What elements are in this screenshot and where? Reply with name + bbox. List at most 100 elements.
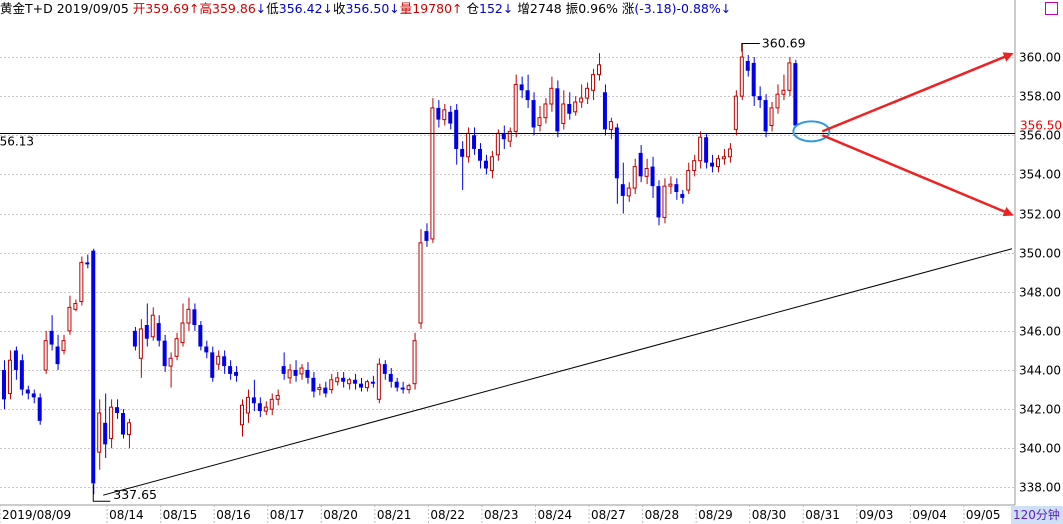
date-label: 08/27	[591, 508, 626, 522]
candle	[382, 360, 387, 380]
candle-body	[281, 366, 286, 374]
price-axis: 338.00 340.00 342.00 344.00 346.00 348.00 350.…	[1019, 51, 1062, 495]
date-label: 08/31	[805, 508, 840, 522]
candle-body	[567, 103, 572, 114]
candle-body	[632, 166, 637, 189]
candle-body	[186, 308, 191, 324]
candle-body	[216, 355, 221, 365]
candle	[549, 76, 554, 112]
date-label: 09/05	[966, 508, 1001, 522]
candle	[412, 332, 417, 390]
candle-body	[644, 168, 649, 177]
candle	[91, 248, 96, 495]
candle-body	[115, 407, 120, 414]
candle-body	[73, 302, 78, 310]
candle-body	[716, 158, 720, 168]
candle-body	[257, 403, 262, 412]
candle	[537, 105, 542, 132]
candle-body	[739, 56, 744, 97]
candle-body	[460, 148, 465, 157]
candle-body	[370, 381, 375, 384]
low-arrow: ↓	[322, 1, 334, 16]
candle	[674, 178, 679, 200]
candle	[287, 364, 292, 384]
candle	[686, 162, 691, 194]
window-corner-box[interactable]	[1045, 2, 1058, 15]
candle-body	[222, 356, 227, 367]
candle	[245, 389, 250, 423]
candle	[317, 383, 322, 396]
candle-body	[775, 93, 780, 109]
candle	[721, 148, 726, 165]
close-value: 356.50	[345, 1, 390, 16]
candle	[430, 98, 435, 243]
candle-body	[388, 373, 393, 382]
candle-body	[483, 160, 488, 169]
open-arrow: ↑	[189, 1, 200, 16]
amplitude-value: 0.96%	[578, 1, 618, 16]
candle	[733, 90, 738, 136]
candle	[103, 393, 108, 459]
candle	[662, 178, 667, 224]
candle	[727, 143, 732, 163]
candle	[115, 399, 120, 419]
candle-body	[751, 62, 756, 97]
candle	[388, 368, 393, 388]
candle-body	[602, 92, 607, 130]
candle-body	[311, 377, 316, 392]
candle-body	[626, 187, 631, 197]
candle-body	[710, 162, 715, 167]
overlays: 356.13 360.69 337.65	[0, 36, 1015, 502]
candle-body	[67, 306, 72, 332]
candle	[240, 399, 244, 437]
y-tick-label: 360.00	[1019, 51, 1061, 65]
candle	[501, 125, 506, 149]
candle-body	[138, 328, 143, 359]
candle	[210, 346, 215, 382]
candle-body	[299, 367, 304, 375]
candle-body	[228, 366, 233, 374]
candle	[620, 162, 625, 214]
candle	[602, 84, 607, 136]
candle-body	[418, 242, 423, 324]
y-tick-label: 358.00	[1019, 90, 1061, 104]
candle-body	[317, 387, 322, 391]
candle	[234, 366, 239, 382]
date-label: 08/21	[377, 508, 412, 522]
open-value: 359.69	[145, 1, 190, 16]
candle	[79, 256, 84, 306]
candle-body	[686, 169, 691, 191]
candle-body	[519, 84, 524, 91]
candle	[263, 401, 268, 415]
candle	[460, 141, 465, 191]
candle-body	[525, 90, 530, 101]
candle-body	[668, 183, 673, 187]
candle	[162, 334, 167, 372]
candle-body	[353, 379, 358, 384]
candle-body	[733, 95, 738, 130]
candle-body	[43, 340, 48, 371]
min-callout-line	[92, 484, 111, 502]
candle	[25, 385, 30, 400]
down-arrow	[821, 134, 1014, 217]
price-gridlines	[0, 0, 1016, 506]
candle-body	[245, 396, 250, 414]
candle-body	[91, 250, 96, 484]
candle	[49, 315, 54, 351]
close-label: 收	[333, 1, 346, 16]
candle	[519, 76, 524, 99]
candle-body	[61, 340, 66, 351]
candle	[787, 57, 792, 97]
candle-body	[543, 103, 548, 119]
candle-body	[787, 62, 792, 91]
candle-body	[180, 322, 185, 344]
candle	[180, 303, 185, 347]
candle	[751, 57, 756, 106]
candle	[745, 55, 750, 77]
candle-body	[79, 261, 84, 303]
candle-body	[495, 132, 500, 156]
candle	[31, 389, 36, 404]
candle-body	[240, 404, 244, 426]
